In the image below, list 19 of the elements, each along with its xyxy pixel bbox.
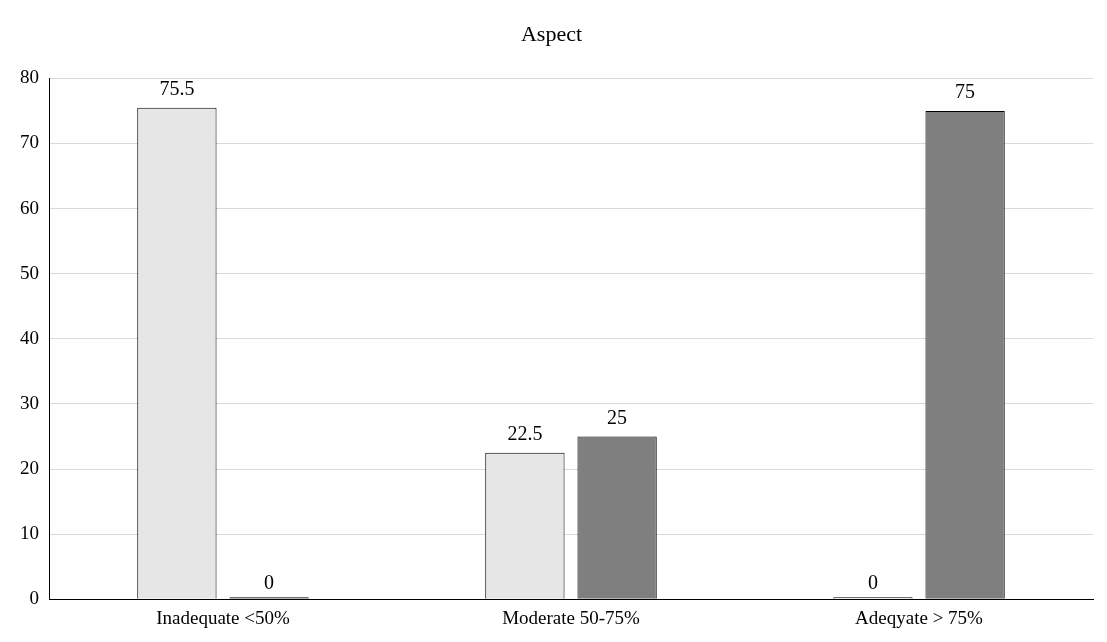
data-label: 0 [867,571,878,594]
data-label: 75 [955,80,976,103]
y-tick-label: 40 [20,326,39,348]
data-label: 0 [264,571,275,594]
x-tick-label: Inadequate <50% [156,606,290,628]
y-tick-label: 50 [20,261,39,283]
chart-title: Aspect [520,20,583,46]
y-tick-label: 70 [20,131,39,153]
y-tick-label: 30 [20,391,39,413]
data-label: 75.5 [159,76,195,99]
x-tick-label: Moderate 50-75% [502,606,641,628]
y-tick-label: 20 [20,456,39,478]
y-tick-label: 10 [20,522,39,544]
y-tick-label: 0 [29,587,39,609]
data-label: 22.5 [507,421,543,444]
data-label: 25 [607,405,628,428]
y-tick-label: 60 [20,196,39,218]
y-tick-label: 80 [20,66,39,88]
x-tick-label: Adeqyate > 75% [855,606,984,628]
